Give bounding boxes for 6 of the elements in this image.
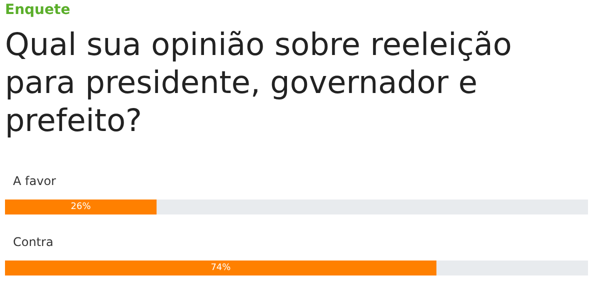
data-label: 74% xyxy=(210,263,232,273)
chart-subtitle: Enquete xyxy=(5,2,70,18)
y-tick-label: Contra xyxy=(13,235,54,249)
data-label: 26% xyxy=(70,202,92,212)
y-tick-label: A favor xyxy=(13,174,56,188)
chart-title: Qual sua opinião sobre reeleição para presidente, governador e prefeito? xyxy=(5,26,513,140)
